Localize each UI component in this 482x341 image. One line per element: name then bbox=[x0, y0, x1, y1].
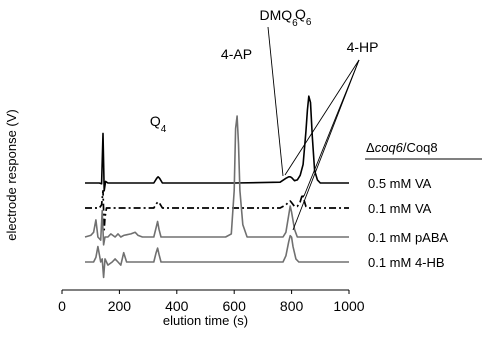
trace-label-0-5-mm-va: 0.5 mM VA bbox=[368, 176, 432, 191]
trace-0-1-mm-va bbox=[85, 190, 349, 231]
peak-label-q6: Q6 bbox=[295, 6, 312, 28]
x-tick-label-400: 400 bbox=[165, 298, 189, 314]
x-tick-label-600: 600 bbox=[223, 298, 247, 314]
trace-label-0-1-mm-va: 0.1 mM VA bbox=[368, 201, 432, 216]
legend: Δcoq6/Coq8 bbox=[365, 140, 482, 160]
x-axis-label: elution time (s) bbox=[163, 313, 248, 328]
4hp-callout-line-c bbox=[292, 59, 360, 231]
trace-0-5-mm-va bbox=[85, 95, 349, 192]
x-tick-label-1000: 1000 bbox=[333, 298, 364, 314]
x-tick-label-200: 200 bbox=[108, 298, 132, 314]
trace-group bbox=[84, 95, 349, 279]
dmq6-callout-line bbox=[267, 26, 284, 177]
x-tick-label-0: 0 bbox=[58, 298, 66, 314]
y-axis-label: electrode response (V) bbox=[4, 109, 19, 241]
legend-title: Δcoq6/Coq8 bbox=[366, 140, 438, 155]
trace-label-group: 0.5 mM VA 0.1 mM VA 0.1 mM pABA 0.1 mM 4-HB bbox=[368, 176, 449, 270]
x-tick-label-800: 800 bbox=[280, 298, 304, 314]
trace-label-0-1-mm-4-hb: 0.1 mM 4-HB bbox=[368, 255, 445, 270]
peak-label-4-ap: 4-AP bbox=[221, 46, 252, 62]
x-tick-group: 0 200 400 600 800 1000 bbox=[58, 290, 365, 314]
trace-label-0-1-mm-paba: 0.1 mM pABA bbox=[368, 230, 449, 245]
4hp-callout-line-a bbox=[284, 59, 360, 176]
x-axis: 0 200 400 600 800 1000 bbox=[58, 289, 365, 314]
peak-label-dmq6: DMQ6 bbox=[259, 7, 298, 29]
trace-0-1-mm-4-hb bbox=[85, 234, 349, 279]
trace-0-1-mm-paba bbox=[84, 115, 349, 246]
peak-label-q4: Q4 bbox=[150, 113, 167, 135]
peak-label-4-hp: 4-HP bbox=[347, 39, 379, 55]
annotation-lines bbox=[267, 26, 360, 231]
